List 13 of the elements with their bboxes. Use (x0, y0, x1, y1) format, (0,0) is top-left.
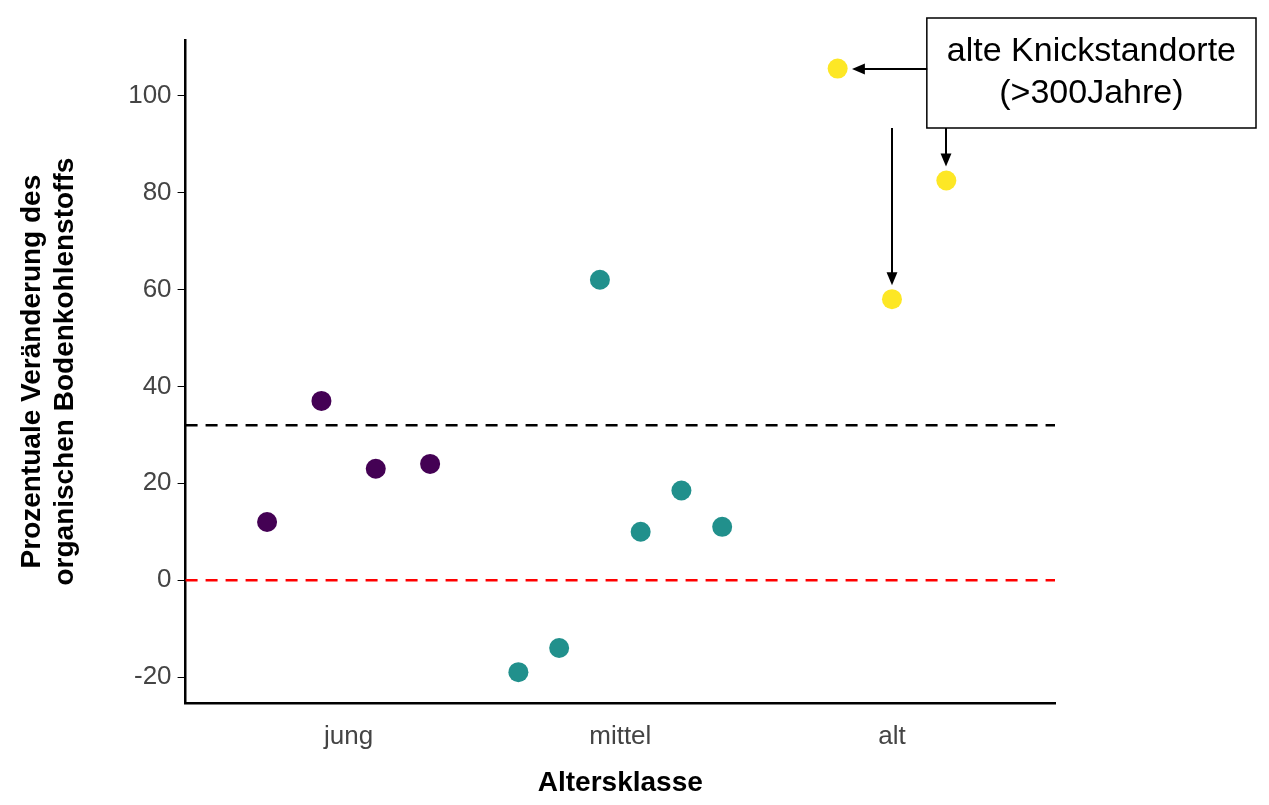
x-axis-title: Altersklasse (537, 765, 703, 797)
y-tick-label: 100 (128, 78, 172, 109)
y-tick-label: 0 (157, 563, 172, 594)
y-tick-label: 20 (142, 466, 172, 497)
y-tick-label: 60 (142, 272, 172, 303)
x-tick-label: alt (878, 719, 907, 750)
y-tick-label: -20 (134, 660, 172, 691)
x-tick-label: jung (323, 719, 374, 750)
x-tick-label: mittel (589, 719, 652, 750)
y-tick-label: 80 (142, 175, 172, 206)
y-axis-title: Prozentuale Veränderung des organischen Bodenkohlenstoffs (14, 157, 80, 586)
annotation: alte Knickstandorte (>300Jahre) (946, 30, 1236, 111)
y-tick-label: 40 (142, 369, 172, 400)
